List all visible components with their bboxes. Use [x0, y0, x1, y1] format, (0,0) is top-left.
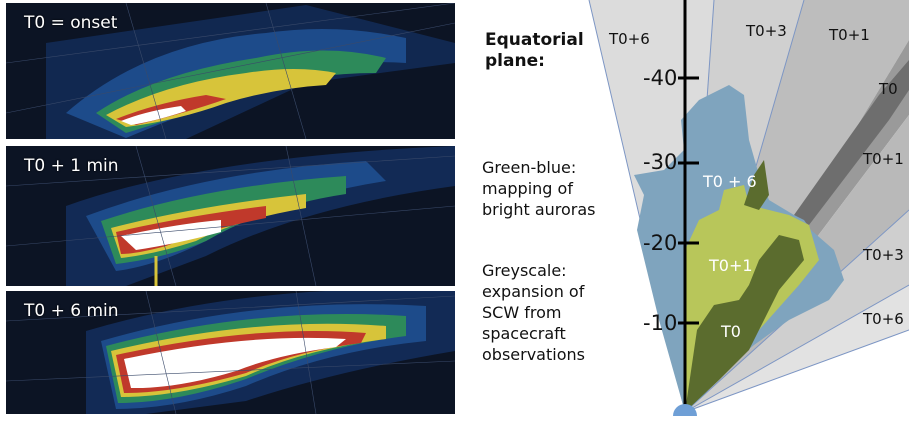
aurora-image-6min: T0 + 6 min — [6, 291, 455, 414]
region-t0 — [685, 235, 804, 412]
wedge-label-right-t0plus6: T0+6 — [863, 310, 904, 328]
panel-label-onset: T0 = onset — [24, 13, 118, 33]
wedge-label-right-t0plus3: T0+3 — [863, 246, 904, 264]
tick-label-minus30: -30 — [643, 150, 678, 174]
wedge-label-right-t0plus1: T0+1 — [863, 150, 904, 168]
aurora-image-onset: T0 = onset — [6, 3, 455, 139]
region-label-t0plus1: T0+1 — [709, 256, 753, 275]
wedge-label-t0: T0 — [879, 80, 898, 98]
region-label-t0plus6: T0 + 6 — [703, 172, 757, 191]
panel-label-6min: T0 + 6 min — [24, 301, 119, 321]
tick-label-minus40: -40 — [643, 66, 678, 90]
aurora-1min-graphic — [6, 146, 455, 286]
aurora-onset-graphic — [6, 3, 455, 139]
origin-marker — [673, 404, 697, 416]
tick-label-minus20: -20 — [643, 231, 678, 255]
axis-tick-marks — [678, 76, 699, 325]
panel-label-1min: T0 + 1 min — [24, 156, 119, 176]
diagram-graphic — [459, 0, 909, 422]
wedge-label-top-t0plus3: T0+3 — [746, 22, 787, 40]
region-t0plus6-dark — [744, 160, 769, 210]
aurora-image-1min: T0 + 1 min — [6, 146, 455, 286]
wedge-t0-dark-ray — [794, 60, 909, 225]
wedge-label-top-t0plus1: T0+1 — [829, 26, 870, 44]
aurora-6min-graphic — [6, 291, 455, 414]
wedge-label-top-t0plus6: T0+6 — [609, 30, 650, 48]
green-blue-description: Green-blue: mapping of bright auroras — [482, 158, 596, 219]
tick-label-minus10: -10 — [643, 311, 678, 335]
greyscale-description: Greyscale: expansion of SCW from spacecr… — [482, 261, 585, 364]
equatorial-plane-diagram: Equatorial plane: Green-blue: mapping of… — [459, 0, 909, 422]
region-label-t0: T0 — [721, 322, 741, 341]
diagram-title: Equatorial plane: — [485, 30, 584, 71]
